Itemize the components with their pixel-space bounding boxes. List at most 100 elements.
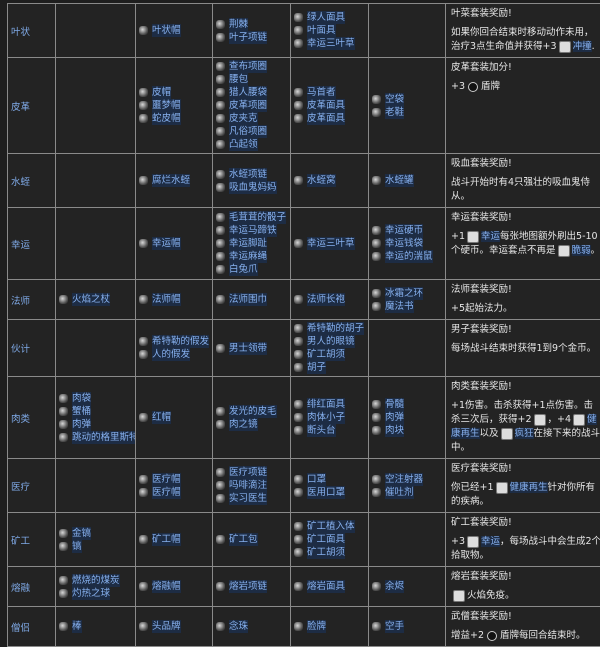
item-link[interactable]: 绯红面具 xyxy=(294,398,365,411)
item-link[interactable]: 断头台 xyxy=(294,424,365,437)
item-label[interactable]: 空手 xyxy=(385,620,404,633)
item-link[interactable]: 发光的皮毛 xyxy=(216,405,287,418)
item-label[interactable]: 头品牌 xyxy=(152,620,181,633)
item-label[interactable]: 水蛭罐 xyxy=(385,174,414,187)
item-link[interactable]: 凡俗项圈 xyxy=(216,125,287,138)
item-label[interactable]: 法师帽 xyxy=(152,293,181,306)
item-link[interactable]: 吸血鬼妈妈 xyxy=(216,181,287,194)
item-link[interactable]: 骨髓 xyxy=(372,398,442,411)
item-label[interactable]: 镐 xyxy=(72,540,82,553)
item-link[interactable]: 跳动的格里斯特尔 xyxy=(59,431,132,444)
item-link[interactable]: 希特勒的假发 xyxy=(139,335,209,348)
item-link[interactable]: 矿工胡须 xyxy=(294,546,365,559)
item-link[interactable]: 熔融帽 xyxy=(139,580,209,593)
keyword-link[interactable]: 幸运 xyxy=(481,536,500,547)
item-link[interactable]: 幸运麻绳 xyxy=(216,250,287,263)
item-link[interactable]: 冰霜之环 xyxy=(372,287,442,300)
item-link[interactable]: 医疗帽 xyxy=(139,486,209,499)
item-link[interactable]: 蟹桶 xyxy=(59,405,132,418)
item-label[interactable]: 腐烂水蛭 xyxy=(152,174,190,187)
item-link[interactable]: 猎人腰袋 xyxy=(216,86,287,99)
item-label[interactable]: 幸运三叶草 xyxy=(307,237,355,250)
item-link[interactable]: 镐 xyxy=(59,540,132,553)
item-label[interactable]: 肉块 xyxy=(385,424,404,437)
item-label[interactable]: 发光的皮毛 xyxy=(229,405,277,418)
item-label[interactable]: 金镐 xyxy=(72,527,91,540)
item-label[interactable]: 皮革面具 xyxy=(307,112,345,125)
item-link[interactable]: 白兔爪 xyxy=(216,263,287,276)
item-link[interactable]: 幸运三叶草 xyxy=(294,37,365,50)
item-link[interactable]: 胡子 xyxy=(294,361,365,374)
item-link[interactable]: 水蛭罐 xyxy=(372,174,442,187)
item-label[interactable]: 腰包 xyxy=(229,73,248,86)
item-link[interactable]: 叶面具 xyxy=(294,24,365,37)
item-link[interactable]: 叶状帽 xyxy=(139,24,209,37)
item-link[interactable]: 熔岩项链 xyxy=(216,580,287,593)
item-link[interactable]: 肉弹 xyxy=(59,418,132,431)
item-link[interactable]: 幸运马蹄铁 xyxy=(216,224,287,237)
item-link[interactable]: 皮帽 xyxy=(139,86,209,99)
item-label[interactable]: 法师围巾 xyxy=(229,293,267,306)
item-label[interactable]: 幸运麻绳 xyxy=(229,250,267,263)
keyword-link[interactable]: 脆弱 xyxy=(572,245,591,256)
item-label[interactable]: 断头台 xyxy=(307,424,336,437)
item-label[interactable]: 毛茸茸的骰子 xyxy=(229,211,286,224)
item-link[interactable]: 蛇皮帽 xyxy=(139,112,209,125)
item-label[interactable]: 幸运马蹄铁 xyxy=(229,224,277,237)
item-label[interactable]: 皮帽 xyxy=(152,86,171,99)
item-link[interactable]: 火焰之杖 xyxy=(59,293,132,306)
item-link[interactable]: 幸运三叶草 xyxy=(294,237,365,250)
item-label[interactable]: 催吐剂 xyxy=(385,486,414,499)
item-label[interactable]: 幸运钱袋 xyxy=(385,237,423,250)
item-link[interactable]: 腐烂水蛭 xyxy=(139,174,209,187)
item-link[interactable]: 燃烧的煤炭 xyxy=(59,574,132,587)
item-label[interactable]: 实习医生 xyxy=(229,492,267,505)
item-link[interactable]: 金镐 xyxy=(59,527,132,540)
item-label[interactable]: 燃烧的煤炭 xyxy=(72,574,120,587)
item-link[interactable]: 头品牌 xyxy=(139,620,209,633)
item-link[interactable]: 矿工植入体 xyxy=(294,520,365,533)
item-link[interactable]: 男士领带 xyxy=(216,342,287,355)
item-label[interactable]: 念珠 xyxy=(229,620,248,633)
item-label[interactable]: 口罩 xyxy=(307,473,326,486)
item-link[interactable]: 皮夹克 xyxy=(216,112,287,125)
item-link[interactable]: 幸运脚趾 xyxy=(216,237,287,250)
item-link[interactable]: 叶子项链 xyxy=(216,31,287,44)
item-label[interactable]: 医疗帽 xyxy=(152,473,181,486)
item-label[interactable]: 矿工包 xyxy=(229,533,258,546)
item-label[interactable]: 人的假发 xyxy=(152,348,190,361)
item-label[interactable]: 皮革面具 xyxy=(307,99,345,112)
item-label[interactable]: 脸牌 xyxy=(307,620,326,633)
item-link[interactable]: 空注射器 xyxy=(372,473,442,486)
item-link[interactable]: 幸运帽 xyxy=(139,237,209,250)
item-link[interactable]: 余烬 xyxy=(372,580,442,593)
item-link[interactable]: 魔法书 xyxy=(372,300,442,313)
item-label[interactable]: 熔岩项链 xyxy=(229,580,267,593)
item-label[interactable]: 叶子项链 xyxy=(229,31,267,44)
item-link[interactable]: 幸运硬币 xyxy=(372,224,442,237)
item-link[interactable]: 矿工面具 xyxy=(294,533,365,546)
item-label[interactable]: 肉弹 xyxy=(72,418,91,431)
item-label[interactable]: 老鞋 xyxy=(385,106,404,119)
item-link[interactable]: 皮革面具 xyxy=(294,99,365,112)
item-link[interactable]: 法师围巾 xyxy=(216,293,287,306)
item-label[interactable]: 肉体小子 xyxy=(307,411,345,424)
item-link[interactable]: 医疗帽 xyxy=(139,473,209,486)
item-label[interactable]: 幸运脚趾 xyxy=(229,237,267,250)
item-label[interactable]: 医疗帽 xyxy=(152,486,181,499)
item-link[interactable]: 空袋 xyxy=(372,93,442,106)
item-link[interactable]: 吗啡滴注 xyxy=(216,479,287,492)
item-label[interactable]: 熔岩面具 xyxy=(307,580,345,593)
item-label[interactable]: 空袋 xyxy=(385,93,404,106)
item-label[interactable]: 幸运帽 xyxy=(152,237,181,250)
item-label[interactable]: 医疗项链 xyxy=(229,466,267,479)
item-label[interactable]: 叶面具 xyxy=(307,24,336,37)
item-label[interactable]: 灼热之球 xyxy=(72,587,110,600)
item-label[interactable]: 白兔爪 xyxy=(229,263,258,276)
item-label[interactable]: 法师长袍 xyxy=(307,293,345,306)
item-label[interactable]: 医用口罩 xyxy=(307,486,345,499)
item-label[interactable]: 蛇皮帽 xyxy=(152,112,181,125)
item-link[interactable]: 腰包 xyxy=(216,73,287,86)
item-label[interactable]: 蟹桶 xyxy=(72,405,91,418)
item-label[interactable]: 矿工面具 xyxy=(307,533,345,546)
